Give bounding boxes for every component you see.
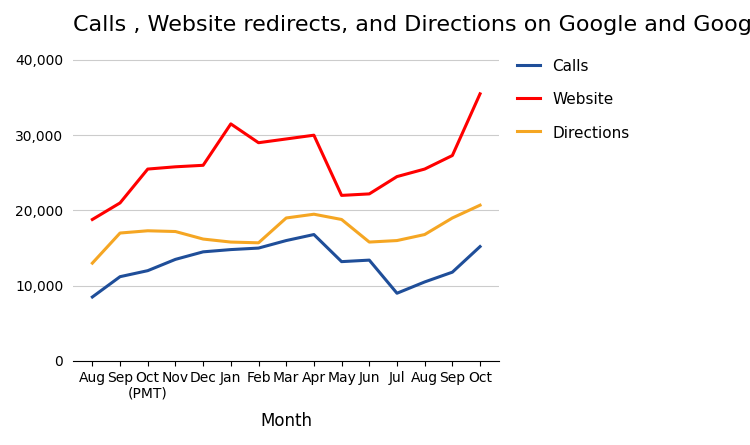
Calls <box>88 294 97 299</box>
Website <box>364 191 374 197</box>
Directions <box>420 232 429 237</box>
Calls <box>448 270 457 275</box>
Directions <box>392 238 401 243</box>
Line: Calls: Calls <box>92 235 480 297</box>
Website <box>226 121 236 126</box>
Directions <box>448 215 457 221</box>
Website <box>448 153 457 158</box>
Calls <box>199 249 208 255</box>
Website <box>392 174 401 179</box>
Calls <box>282 238 291 243</box>
Website <box>337 193 346 198</box>
Legend: Calls, Website, Directions: Calls, Website, Directions <box>512 53 636 146</box>
Website <box>116 200 124 206</box>
Directions <box>226 239 236 245</box>
Website <box>199 162 208 168</box>
Text: Calls , Website redirects, and Directions on Google and Google Maps: Calls , Website redirects, and Direction… <box>73 15 750 35</box>
Directions <box>476 202 484 208</box>
X-axis label: Month: Month <box>260 412 312 430</box>
Directions <box>337 217 346 222</box>
Line: Website: Website <box>92 94 480 219</box>
Calls <box>476 244 484 249</box>
Calls <box>392 291 401 296</box>
Website <box>310 133 319 138</box>
Website <box>420 166 429 172</box>
Website <box>88 217 97 222</box>
Calls <box>116 274 124 279</box>
Calls <box>310 232 319 237</box>
Directions <box>116 231 124 236</box>
Directions <box>364 239 374 245</box>
Directions <box>143 228 152 234</box>
Directions <box>254 240 263 246</box>
Calls <box>226 247 236 252</box>
Line: Directions: Directions <box>92 205 480 263</box>
Website <box>476 91 484 97</box>
Calls <box>254 245 263 251</box>
Calls <box>364 258 374 263</box>
Website <box>171 164 180 170</box>
Directions <box>171 229 180 234</box>
Calls <box>171 257 180 262</box>
Directions <box>282 215 291 221</box>
Directions <box>88 260 97 266</box>
Directions <box>199 236 208 242</box>
Calls <box>143 268 152 273</box>
Website <box>282 136 291 142</box>
Directions <box>310 211 319 217</box>
Website <box>143 166 152 172</box>
Calls <box>337 259 346 264</box>
Website <box>254 140 263 146</box>
Calls <box>420 279 429 285</box>
